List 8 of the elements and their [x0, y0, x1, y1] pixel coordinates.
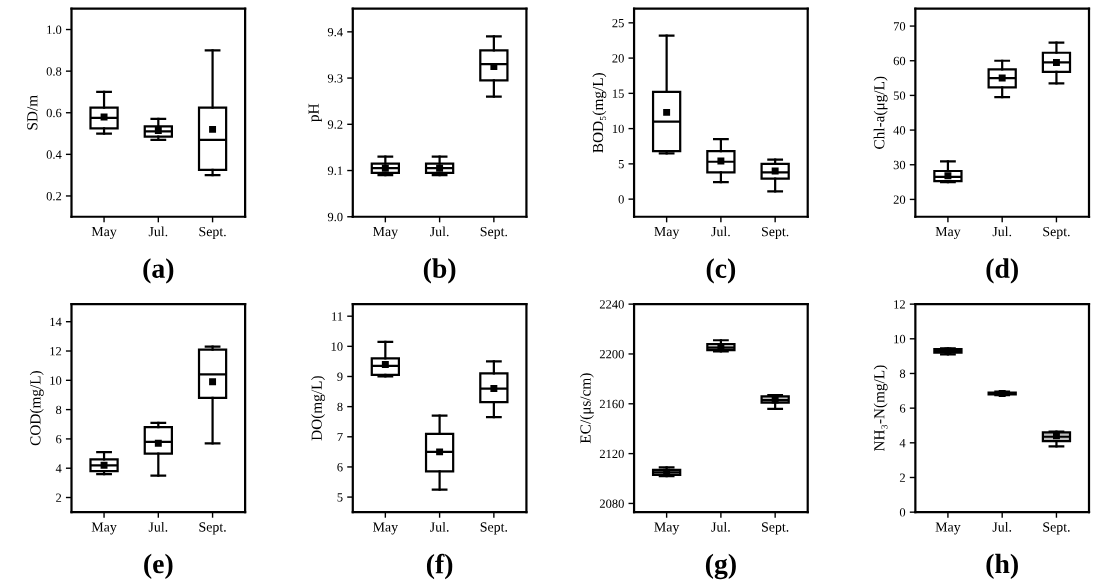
text: (h) — [986, 553, 1018, 579]
text: (c) — [706, 258, 736, 284]
text: (e) — [144, 553, 173, 579]
text: (f) — [426, 553, 453, 580]
text: (a) — [143, 258, 174, 284]
text: (g) — [705, 553, 736, 580]
text: (b) — [423, 258, 456, 284]
text: (d) — [986, 258, 1018, 284]
